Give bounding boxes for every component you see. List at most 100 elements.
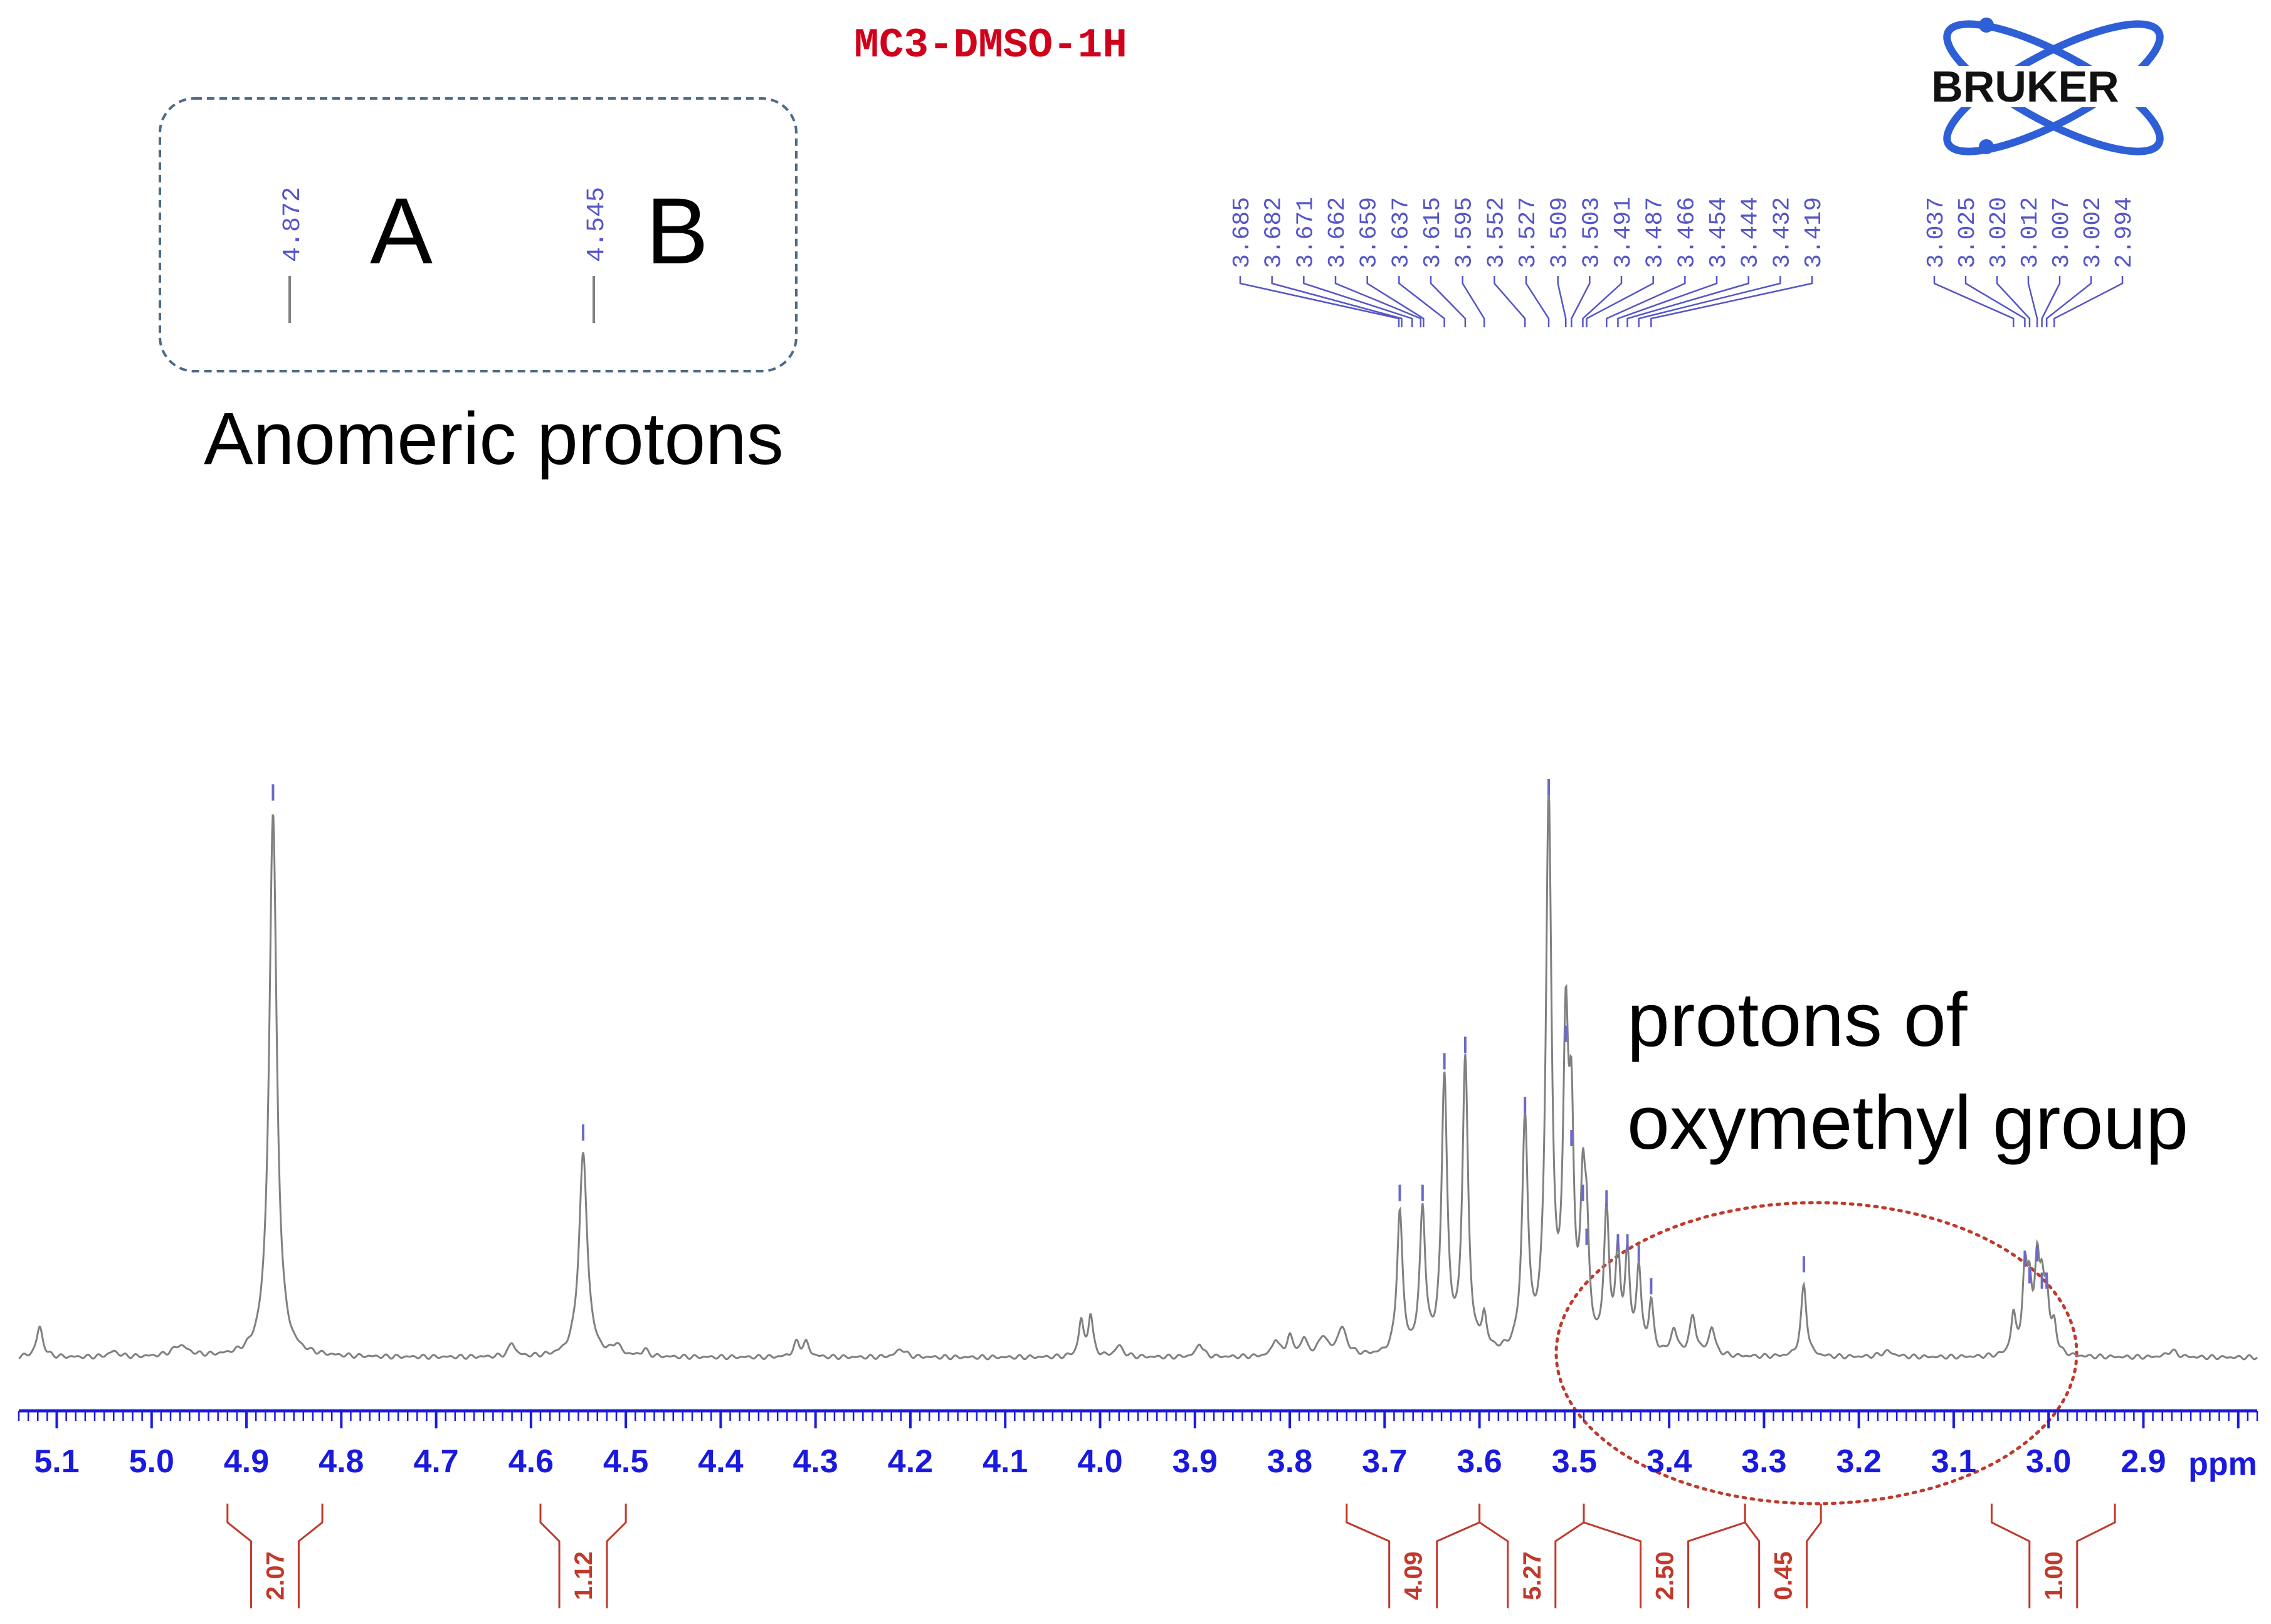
integral-value: 4.09: [1400, 1551, 1428, 1600]
peak-shift-label: 3.487: [1642, 197, 1669, 268]
peak-shift-label: 3.432: [1769, 197, 1796, 268]
peak-label-leader: [1303, 276, 1413, 327]
peak-label-leader: [1271, 276, 1403, 327]
peak-shift-label: 3.509: [1547, 197, 1574, 268]
axis-tick-label: 4.3: [793, 1443, 838, 1480]
peak-shift-label: 3.595: [1452, 197, 1478, 268]
peak-label-leader: [1239, 276, 1400, 327]
peak-shift-label: 3.444: [1737, 197, 1764, 268]
peak-label-leader: [1650, 276, 1813, 327]
axis-tick-label: 3.8: [1267, 1443, 1312, 1480]
peak-label-leader: [1933, 276, 2015, 327]
peak-shift-label: 3.012: [2017, 197, 2044, 268]
axis-tick-label: 4.1: [983, 1443, 1028, 1480]
integral-bracket: [226, 1504, 324, 1608]
peak-label-leader: [2041, 276, 2061, 327]
anomeric-b-letter: B: [646, 178, 709, 283]
anomeric-a-letter: A: [370, 178, 433, 283]
peak-label-leader: [1557, 276, 1567, 327]
peak-shift-label: 3.637: [1388, 197, 1415, 268]
peak-shift-label: 3.007: [2048, 197, 2075, 268]
integral-value: 5.27: [1519, 1551, 1546, 1600]
axis-tick-label: 3.1: [1931, 1443, 1976, 1480]
axis-tick-label: 4.7: [413, 1443, 458, 1480]
peak-label-leader: [1494, 276, 1526, 327]
peak-shift-label: 3.020: [1986, 197, 2013, 268]
peak-label-leader: [2053, 276, 2124, 327]
peak-label-leader: [1462, 276, 1485, 327]
peak-shift-label: 3.659: [1356, 197, 1383, 268]
peak-label-leader: [1525, 276, 1550, 327]
axis-tick-label: 3.7: [1362, 1443, 1407, 1480]
axis-tick-label: 4.0: [1077, 1443, 1122, 1480]
ppm-axis: 5.1 5.0 4.9 4.8 4.7 4.6 4.5 4.4 4.3 4.2 4.1 4.0 3.9 3…: [18, 1409, 2258, 1482]
spectrum-title: MC3-DMSO-1H: [854, 22, 1127, 69]
peak-shift-label: 3.671: [1292, 197, 1319, 268]
anomeric-b-shift: 4.545: [583, 187, 611, 262]
axis-unit-label: ppm: [2188, 1446, 2257, 1482]
peak-shift-label: 2.994: [2111, 197, 2138, 268]
peak-label-layer: 3.685 3.682 3.671 3.662 3.659 3.637 3.615 3.595…: [1229, 197, 2138, 327]
peak-label-leader: [1964, 276, 2026, 327]
axis-tick-label: 4.2: [888, 1443, 933, 1480]
oxymethyl-ellipse: [1554, 1201, 2079, 1505]
peak-shift-label: 3.682: [1261, 197, 1288, 268]
axis-tick-label: 4.9: [224, 1443, 269, 1480]
oxymethyl-caption-line2: oxymethyl group: [1627, 1080, 2188, 1165]
axis-tick-label: 3.0: [2026, 1443, 2071, 1480]
axis-tick-label: 3.4: [1647, 1443, 1692, 1480]
peak-shift-label: 3.615: [1420, 197, 1446, 268]
axis-tick-label: 2.9: [2121, 1443, 2166, 1480]
peak-label-leader: [1430, 276, 1467, 327]
peak-label-leader: [1582, 276, 1623, 327]
integral-value: 2.07: [261, 1551, 289, 1600]
integral-value: 1.00: [2040, 1551, 2068, 1600]
axis-tick-label: 3.2: [1836, 1443, 1882, 1480]
bruker-logo: BRUKER: [1900, 18, 2164, 156]
axis-tick-label: 4.6: [508, 1443, 554, 1480]
peak-label-leader: [1606, 276, 1686, 327]
peak-label-leader: [1571, 276, 1591, 327]
integral-value: 2.50: [1652, 1551, 1679, 1600]
peak-shift-label: 3.466: [1673, 197, 1700, 268]
peak-label-leader: [2027, 276, 2038, 327]
axis-tick-label: 4.8: [319, 1443, 364, 1480]
anomeric-caption: Anomeric protons: [204, 398, 784, 480]
axis-tick-label: 3.6: [1457, 1443, 1502, 1480]
logo-text: BRUKER: [1931, 62, 2119, 111]
integral-bracket: [1744, 1504, 1822, 1608]
peak-shift-label: 3.025: [1954, 197, 1981, 268]
axis-tick-label: 5.1: [34, 1443, 79, 1480]
integral-value: 0.45: [1770, 1551, 1798, 1600]
peak-shift-label: 3.491: [1610, 197, 1637, 268]
integral-value: 1.12: [570, 1551, 598, 1600]
axis-tick-label: 3.3: [1741, 1443, 1786, 1480]
peak-shift-label: 3.454: [1705, 197, 1732, 268]
integral-layer: 2.07 1.12 4.09 5.27 2.50 0.45 1.00: [226, 1504, 2116, 1608]
peak-label-leader: [1638, 276, 1781, 327]
peak-label-leader: [2045, 276, 2092, 327]
peak-shift-label: 3.527: [1515, 197, 1542, 268]
axis-tick-label: 4.5: [603, 1443, 648, 1480]
axis-tick-label: 3.5: [1552, 1443, 1597, 1480]
peak-label-leader: [1366, 276, 1425, 327]
logo-orbit-1: [1943, 20, 2164, 156]
axis-tick-label: 3.9: [1172, 1443, 1218, 1480]
peak-shift-label: 3.002: [2080, 197, 2107, 268]
axis-tick-label: 5.0: [129, 1443, 174, 1480]
peak-shift-label: 3.685: [1229, 197, 1256, 268]
peak-label-leader: [1617, 276, 1718, 327]
peak-shift-label: 3.503: [1578, 197, 1605, 268]
peak-label-leader: [1334, 276, 1422, 327]
spectrum-layer: [18, 779, 2258, 1361]
anomeric-a-shift: 4.872: [279, 187, 307, 262]
logo-dot-1: [1979, 18, 1994, 33]
integral-bracket: [1990, 1504, 2116, 1608]
spectrum-line: [18, 788, 2258, 1361]
peak-label-leader: [1586, 276, 1654, 327]
peak-shift-label: 3.037: [1923, 197, 1950, 268]
peak-shift-label: 3.552: [1483, 197, 1510, 268]
peak-shift-label: 3.662: [1324, 197, 1351, 268]
